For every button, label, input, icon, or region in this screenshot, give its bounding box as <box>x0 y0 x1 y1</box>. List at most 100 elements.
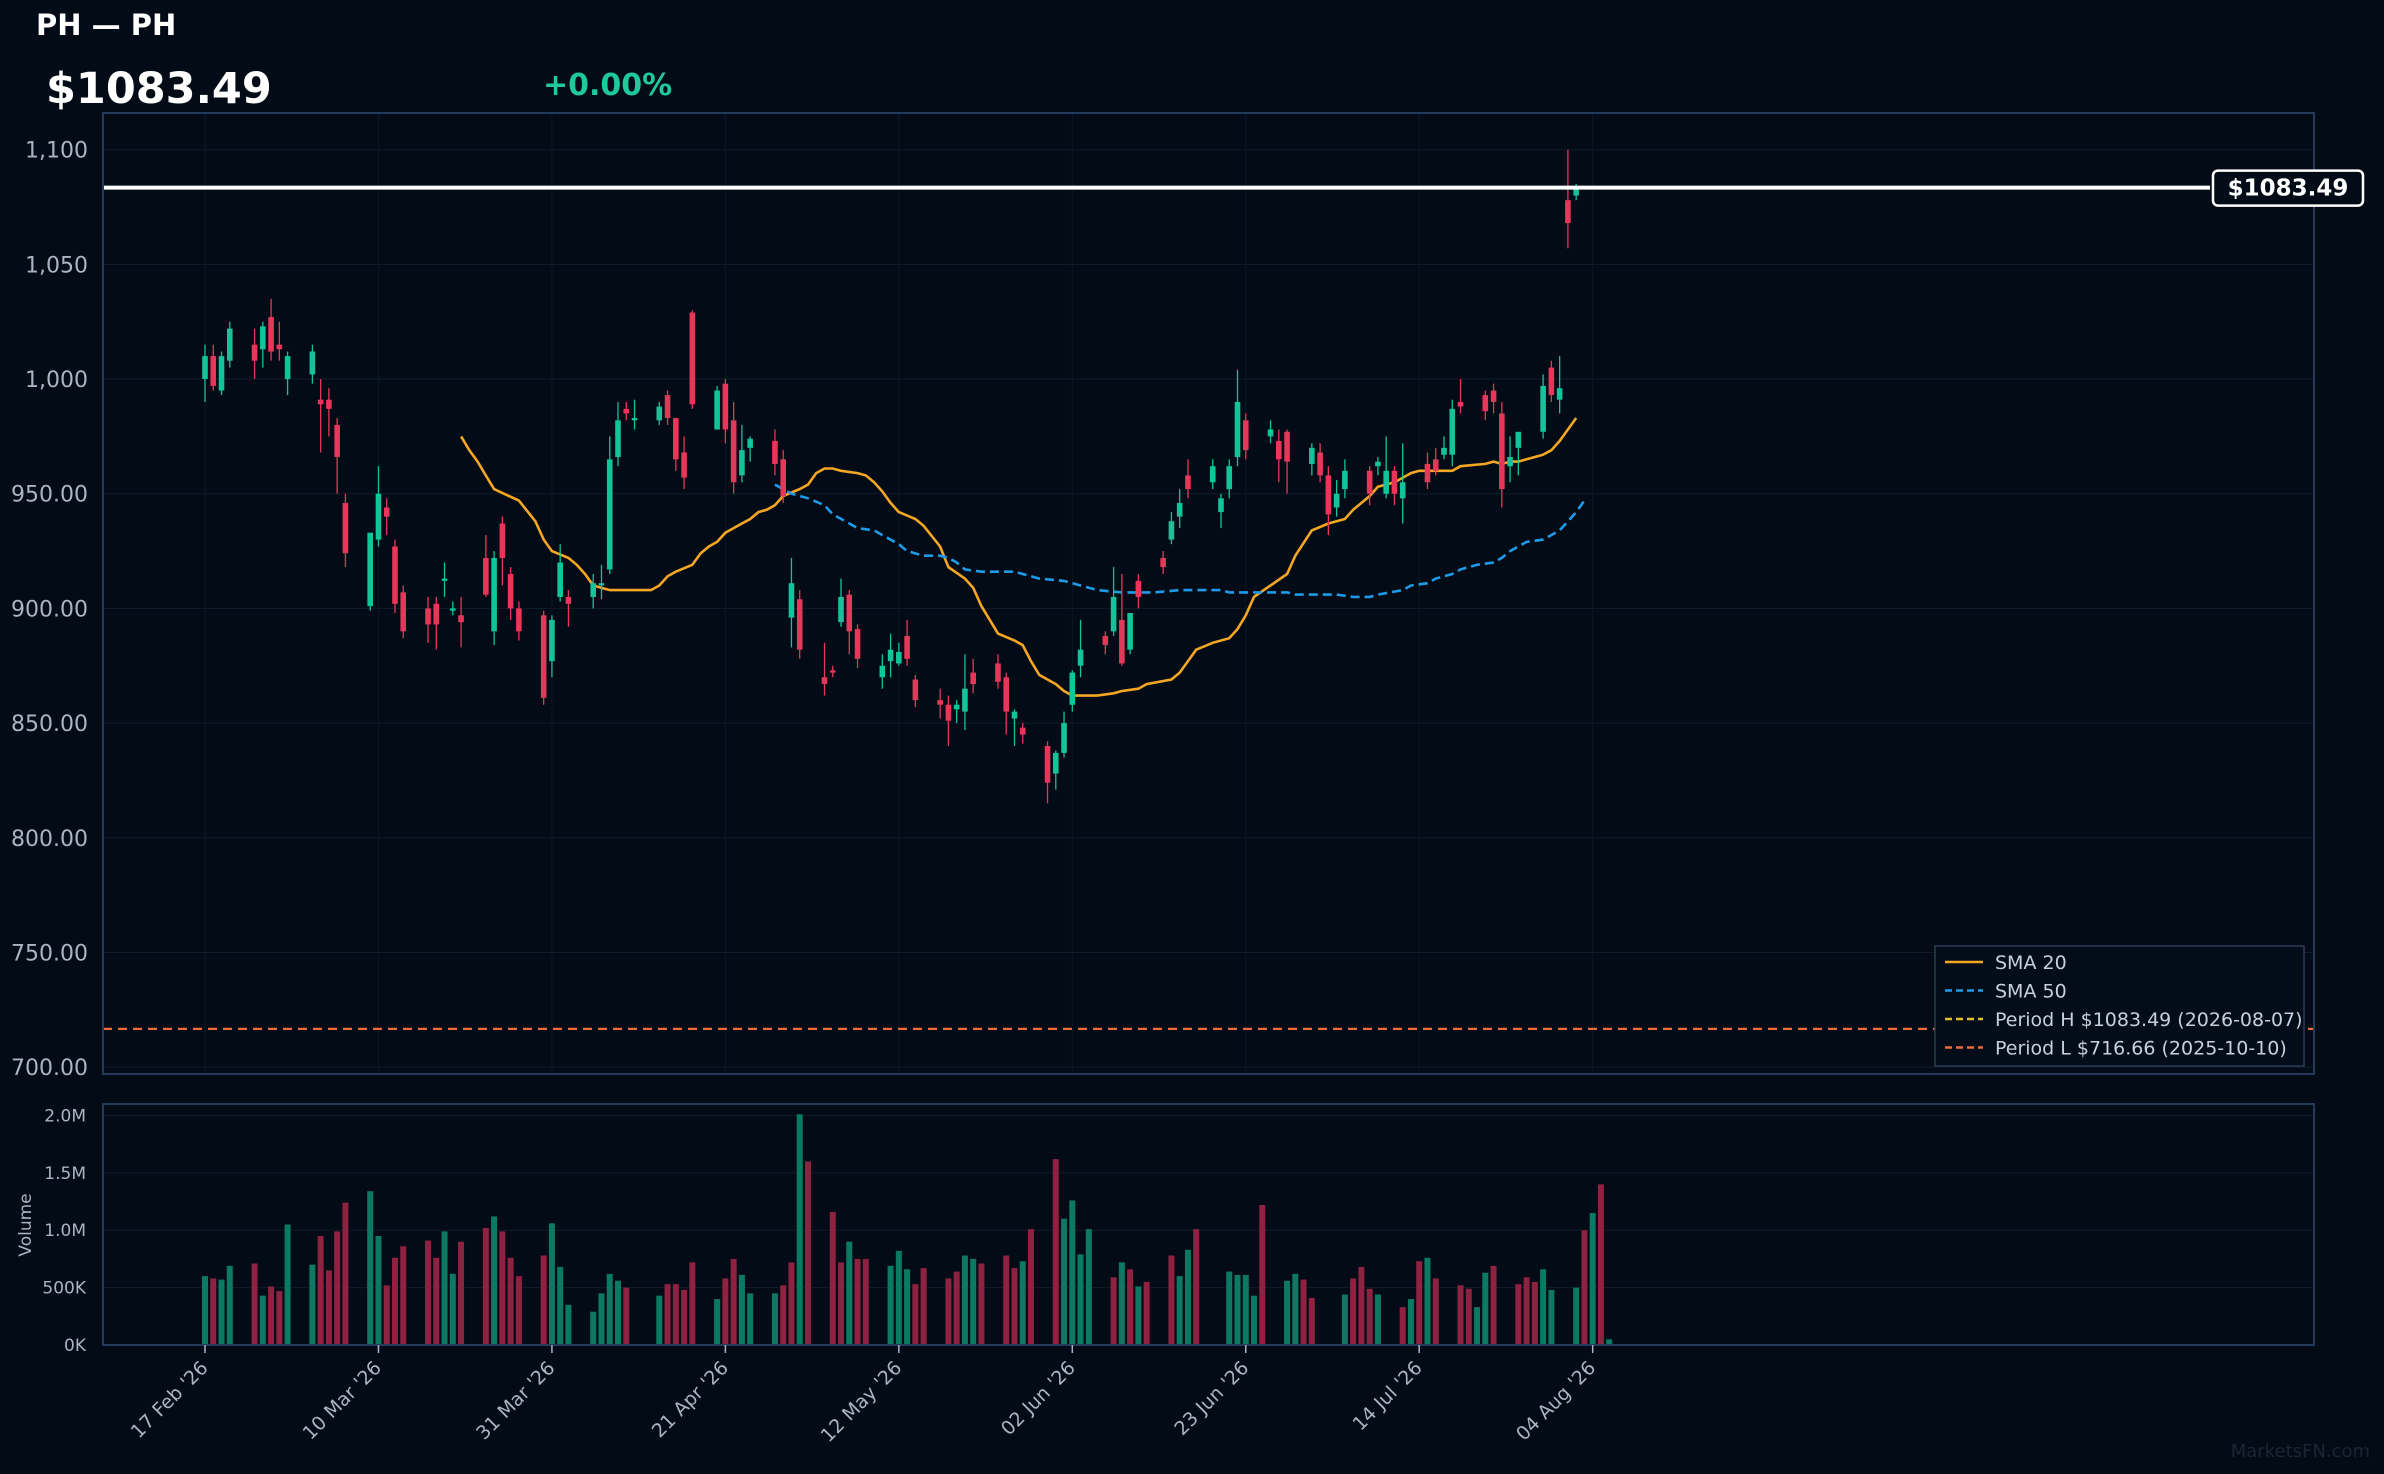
candle-body <box>623 408 630 414</box>
price-tick-label: 1,000 <box>25 368 88 393</box>
candle-down <box>1003 672 1010 735</box>
candle-body <box>615 420 621 458</box>
volume-bar <box>1374 1294 1381 1345</box>
volume-bar <box>218 1279 225 1345</box>
candle-up <box>260 321 266 368</box>
candle-down <box>458 596 464 648</box>
candle-down <box>730 401 737 494</box>
candle-up <box>953 700 960 724</box>
candle-up <box>788 557 795 648</box>
candle-down <box>1284 429 1290 494</box>
candle-up <box>1540 374 1546 439</box>
candle-up <box>1441 436 1447 460</box>
candle-body <box>821 677 828 685</box>
volume-bar <box>1399 1307 1406 1345</box>
volume-bar <box>1581 1230 1588 1345</box>
candle-down <box>912 674 919 708</box>
volume-bar <box>1003 1255 1010 1345</box>
candle-up <box>1507 436 1513 483</box>
candle-up <box>962 654 968 730</box>
last-price-tag-box <box>2211 169 2365 207</box>
volume-bar <box>1284 1280 1291 1345</box>
x-tick-label: 02 Jun '26 <box>997 1357 1080 1440</box>
last-price-tag-label: $1083.49 <box>2228 176 2349 202</box>
volume-bar <box>1226 1271 1233 1345</box>
candle-body <box>309 351 316 375</box>
candle-down <box>689 310 696 409</box>
candle-body <box>1391 470 1398 494</box>
candle-body <box>1342 470 1348 490</box>
volume-bar <box>672 1284 679 1345</box>
volume-bar <box>1052 1159 1059 1345</box>
candle-up <box>1110 567 1117 636</box>
candle-body <box>251 344 258 361</box>
volume-tick-label: 0K <box>64 1336 87 1356</box>
volume-bar <box>1531 1281 1538 1345</box>
volume-bar <box>780 1285 787 1345</box>
volume-bar <box>1482 1272 1489 1345</box>
price-change: +0.00% <box>543 68 673 103</box>
candle-up <box>1209 459 1216 490</box>
candle-down <box>1325 466 1332 536</box>
volume-bar <box>1234 1274 1241 1345</box>
candle-body <box>226 328 233 361</box>
candle-body <box>458 615 464 623</box>
price-tick-label: 900.00 <box>11 597 88 622</box>
candle-up <box>1168 512 1175 545</box>
candle-body <box>780 459 786 497</box>
candle-body <box>1226 466 1233 490</box>
candle-down <box>540 610 547 705</box>
candle-down <box>1565 149 1571 249</box>
candle-body <box>441 578 448 581</box>
candle-up <box>1011 709 1018 747</box>
volume-bar <box>598 1293 605 1345</box>
candle-body <box>1011 711 1018 719</box>
candle-body <box>1003 677 1010 712</box>
volume-bar <box>978 1263 985 1345</box>
candle-down <box>673 418 679 471</box>
candle-up <box>309 344 316 384</box>
sma50-line <box>774 483 1586 599</box>
volume-bar <box>1193 1229 1200 1345</box>
candle-down <box>780 450 786 503</box>
candle-body <box>788 583 795 618</box>
candle-body <box>1044 746 1051 783</box>
candle-down <box>507 567 514 620</box>
candle-body <box>1176 502 1183 517</box>
candle-body <box>342 502 349 554</box>
candle-body <box>838 596 844 623</box>
candle-down <box>1424 452 1431 490</box>
candle-down <box>483 535 489 597</box>
volume-bar <box>1028 1229 1034 1345</box>
candle-body <box>962 688 968 712</box>
volume-bar <box>854 1258 861 1345</box>
candle-up <box>606 436 613 575</box>
candle-body <box>1061 723 1067 753</box>
volume-bar <box>1606 1339 1613 1345</box>
volume-bar <box>1019 1261 1026 1345</box>
volume-tick-label: 2.0M <box>44 1106 86 1126</box>
volume-bar <box>507 1257 514 1345</box>
candle-body <box>1383 470 1389 494</box>
candle-down <box>1185 459 1191 499</box>
candle-down <box>1119 574 1125 666</box>
candle-body <box>392 546 398 604</box>
volume-bar <box>1490 1265 1497 1345</box>
volume-bar <box>1168 1255 1175 1345</box>
volume-bar <box>325 1270 332 1345</box>
candle-body <box>1333 493 1340 508</box>
volume-bar <box>334 1231 341 1345</box>
candle-down <box>970 658 976 694</box>
candle-body <box>1449 408 1456 455</box>
volume-bar <box>284 1224 291 1345</box>
volume-bar <box>681 1289 688 1345</box>
candle-up <box>202 344 208 402</box>
candle-body <box>491 557 497 632</box>
candle-body <box>540 615 547 698</box>
volume-bar <box>1540 1269 1547 1345</box>
volume-bar <box>1416 1261 1423 1345</box>
candle-body <box>953 704 960 710</box>
volume-bar <box>1474 1307 1481 1345</box>
candle-up <box>1218 493 1224 529</box>
